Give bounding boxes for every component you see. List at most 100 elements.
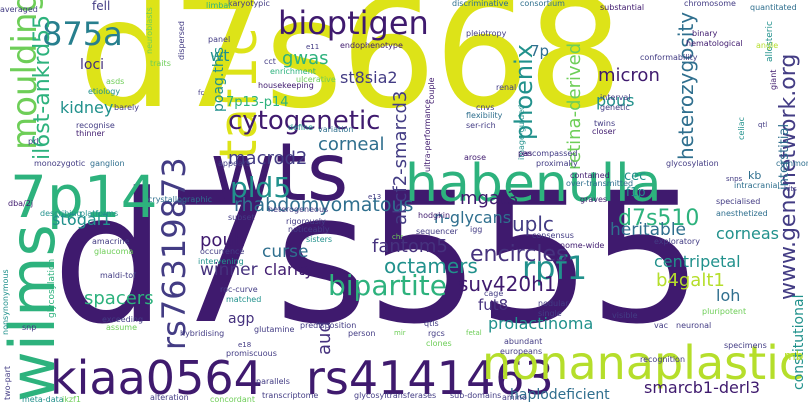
word-interstitial: interstitial	[777, 123, 792, 190]
word-consortium: consortium	[520, 0, 565, 8]
word-875a: 875a	[42, 15, 123, 53]
word-angle: angle	[756, 41, 779, 50]
word-exploratory: exploratory	[654, 237, 700, 246]
word-fetal: fetal	[466, 329, 482, 337]
word-vac: vac	[654, 321, 669, 330]
word-e18: e18	[238, 341, 252, 349]
word-etiology: etiology	[88, 87, 121, 96]
word-traits: traits	[150, 59, 171, 68]
word-glycosylation: glycosylation	[666, 159, 719, 168]
word-recognise: recognise	[76, 121, 115, 130]
word-rs4141463: rs4141463	[306, 351, 554, 404]
word-uplc: uplc	[512, 212, 554, 236]
word-hits: hits	[784, 185, 797, 193]
word-neuronal: neuronal	[676, 321, 712, 330]
word-exceeding: exceeding	[102, 315, 144, 324]
word-sisters: sisters	[306, 235, 333, 244]
word-fc: fc	[198, 89, 205, 97]
word-e13: e13	[368, 193, 382, 201]
word-loci: loci	[80, 57, 105, 73]
word-europeans: europeans	[500, 347, 543, 356]
word-ikzf1: ikzf1	[62, 395, 81, 404]
word-visible: visible	[612, 311, 638, 320]
word-haplodeficient: haplodeficient	[510, 387, 610, 403]
word-amacrine: amacrine	[92, 237, 130, 246]
word-st6gal1: st6gal1	[52, 210, 112, 229]
word-neighborhood: glycosylation	[47, 258, 57, 318]
word-over-transmitted: over-transmitted	[566, 179, 634, 188]
word-nodular: nodular	[538, 299, 569, 308]
word-flexibility: flexibility	[466, 111, 503, 120]
word-ser-rich: ser-rich	[466, 121, 496, 130]
word-assume: assume	[106, 323, 138, 332]
word-loh: loh	[716, 286, 741, 305]
word-predisposition: predisposition	[300, 321, 357, 330]
word-matched: matched	[226, 295, 262, 304]
word-thinner: thinner	[76, 129, 105, 138]
word-d7s555: d7s555	[52, 155, 703, 364]
word-person: person	[348, 329, 376, 338]
word-fantom5: fantom5	[372, 236, 448, 257]
word-heritable: heritable	[610, 220, 687, 240]
word-barely: barely	[114, 103, 139, 112]
word-pleiotropy: pleiotropy	[466, 29, 507, 38]
word-proximally: proximally	[536, 159, 578, 168]
word-habenulla: habenulla	[405, 154, 662, 214]
word-d7s668: d7s668	[78, 0, 623, 142]
word-meta-data: meta-data	[22, 395, 64, 404]
word-platforms: platforms	[80, 209, 119, 218]
word-n-glycans: n-glycans	[434, 208, 512, 227]
word-fut8: fut8	[478, 296, 509, 314]
word-intracranial: intracranial	[734, 181, 780, 190]
word-two-part: two-part	[3, 365, 12, 400]
word-arose: arose	[464, 153, 486, 162]
word-karyotypic: karyotypic	[228, 0, 270, 8]
word-hodgkin: hodgkin	[418, 211, 451, 220]
word-clarity: clarity	[264, 260, 314, 279]
word-concordant: concordant	[210, 395, 255, 404]
word-corneas: corneas	[716, 224, 780, 243]
word-genome-wide: genome-wide	[550, 241, 605, 250]
word-amino: amino	[502, 393, 527, 402]
word-glaucoma: glaucoma	[94, 247, 134, 256]
word-f1p: f1p	[626, 185, 646, 199]
word-heterogeneous: heterogeneous	[268, 205, 329, 214]
word-binary: binary	[692, 29, 718, 38]
word-cec: cec	[624, 169, 647, 184]
word-ganglion: ganglion	[90, 159, 125, 168]
word-winner: winner	[200, 260, 258, 280]
word-bipartite: bipartite	[328, 269, 447, 302]
word-bioptigen: bioptigen	[278, 4, 429, 42]
word-cct: cct	[264, 57, 276, 66]
word-bipartite-v: constitutional	[791, 294, 807, 390]
word-quantitated: quantitated	[750, 3, 797, 12]
word-anesthetized: anesthetized	[716, 209, 768, 218]
word-rgcs: rgcs	[428, 329, 445, 338]
word-discriminative: discriminative	[452, 0, 509, 8]
word-e11: e11	[306, 43, 320, 51]
word-encircles: encircles	[470, 242, 568, 267]
word-chromosome: chromosome	[684, 0, 736, 8]
word-wt: wt	[210, 46, 230, 65]
word-panel: panel	[208, 35, 231, 44]
word-dispersed: dispersed	[177, 21, 186, 60]
word-ultra-performance: ultra-performance	[423, 99, 432, 172]
word-fell: fell	[92, 0, 111, 13]
word-centripetal: centripetal	[654, 252, 741, 271]
word-ulcerative: ulcerative	[296, 75, 336, 84]
word-pluripotent: pluripotent	[702, 307, 747, 316]
word-mgat3: mgat3	[460, 188, 519, 209]
word-averaged: averaged	[0, 5, 38, 14]
word-cnvs: cnvs	[476, 103, 495, 112]
word-clones: clones	[426, 339, 452, 348]
word-rhabdo-v: nonsynonymous	[1, 269, 10, 335]
word-pas: pas	[518, 149, 533, 158]
word-promiscuous: promiscuous	[226, 349, 277, 358]
word-common: common	[776, 159, 808, 168]
word-rhabdomyomatous: rhabdomyomatous	[234, 194, 414, 216]
word-macrod2: macrod2	[228, 148, 308, 169]
word-asds: asds	[106, 77, 125, 86]
word-rs76319873: rs76319873	[155, 157, 193, 350]
word-single: single	[538, 309, 562, 318]
